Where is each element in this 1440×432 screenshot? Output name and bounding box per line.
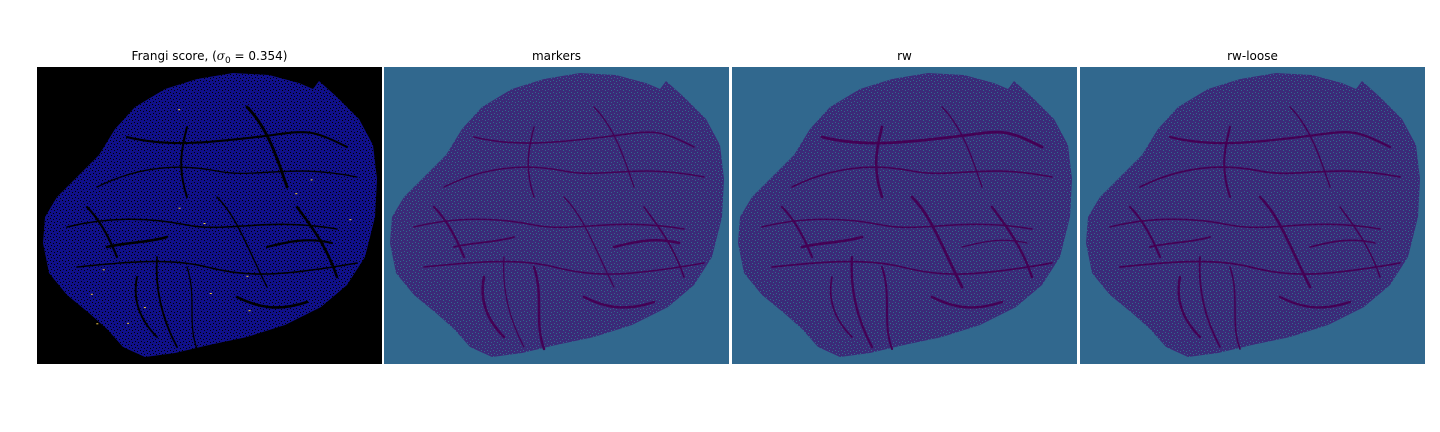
frangi-highlight [178, 207, 181, 209]
vessel-network [66, 105, 358, 350]
vessel-line [532, 265, 546, 351]
vessel-line [443, 166, 705, 188]
vessel-line [245, 105, 289, 189]
frangi-score-image [37, 67, 382, 364]
frangi-highlight [127, 322, 130, 324]
frangi-highlight [295, 193, 298, 195]
vessel-line [1289, 106, 1331, 188]
vessel-line [850, 255, 874, 349]
markers-image-canvas [384, 67, 729, 364]
vessel-line [563, 196, 615, 288]
vessel-line [761, 218, 1033, 230]
vessel-line [874, 125, 884, 199]
frangi-highlight [90, 293, 93, 295]
vessel-network [1109, 106, 1401, 350]
vessel-network [761, 106, 1053, 351]
vessel-line [829, 276, 853, 338]
sigma-subscript: 0 [225, 56, 231, 66]
panel-title-rw: rw [897, 49, 912, 63]
vessel-line [503, 256, 525, 348]
frangi-highlight [246, 275, 249, 277]
vessel-line [1168, 131, 1392, 149]
frangi-highlight [178, 109, 181, 111]
vessel-line [1229, 266, 1241, 350]
vessel-line [1309, 239, 1376, 248]
vessel-line [66, 218, 338, 230]
title-prefix: Frangi score, ( [131, 49, 217, 63]
vessel-line [1198, 256, 1221, 348]
sigma-symbol: σ [216, 49, 225, 63]
panel-title-frangi: Frangi score, (σ0 = 0.354) [37, 48, 382, 69]
vessel-line [941, 106, 983, 188]
vessel-line [582, 295, 656, 309]
frangi-highlight [203, 223, 206, 224]
vessel-line [643, 206, 685, 278]
tissue-region [43, 73, 377, 357]
rw-loose-image [1080, 67, 1425, 364]
vessel-line [961, 239, 1028, 248]
panel-title-markers: markers [531, 49, 582, 63]
frangi-highlight [96, 323, 99, 325]
vessel-line [1139, 166, 1401, 188]
vessel-line [1339, 206, 1381, 278]
vessel-line [880, 265, 894, 351]
vessel-line [432, 205, 466, 259]
vessel-line [612, 238, 681, 249]
vessel-line [180, 126, 188, 198]
vessel-line [473, 131, 695, 148]
vessel-line [1109, 218, 1381, 230]
vessel-line [186, 266, 198, 350]
rw-loose-image-canvas [1080, 67, 1425, 364]
vessel-line [771, 260, 1053, 275]
frangi-highlight [102, 269, 105, 271]
tissue-region [738, 73, 1072, 357]
vessel-line [235, 295, 309, 309]
frangi-highlight [248, 310, 251, 312]
vessel-line [791, 166, 1053, 188]
vessel-line [413, 218, 685, 230]
vessel-line [780, 205, 814, 259]
vessel-line [423, 260, 705, 275]
vessel-line [1223, 125, 1232, 199]
vessel-line [295, 205, 339, 279]
vessel-line [481, 275, 506, 339]
vessel-line [1258, 195, 1312, 289]
rw-image [732, 67, 1077, 364]
markers-image [384, 67, 729, 364]
vessel-network [413, 106, 705, 351]
vessel-line [1128, 205, 1162, 259]
vessel-line [216, 196, 268, 288]
vessel-line [155, 256, 178, 348]
vessel-line [593, 106, 635, 188]
tissue-region [390, 73, 724, 357]
frangi-image-canvas [37, 67, 382, 364]
frangi-highlight [209, 293, 212, 294]
tissue-region [1086, 73, 1420, 357]
panel-title-rw-loose: rw-loose [1227, 49, 1278, 63]
vessel-line [910, 195, 964, 289]
rw-image-canvas [732, 67, 1077, 364]
vessel-line [85, 205, 119, 259]
vessel-line [1119, 260, 1401, 275]
vessel-line [125, 131, 349, 149]
title-suffix: = 0.354) [230, 49, 288, 63]
vessel-line [96, 166, 358, 188]
vessel-line [930, 295, 1004, 309]
frangi-highlight [349, 219, 352, 221]
vessel-line [76, 260, 358, 275]
vessel-line [1278, 295, 1352, 309]
vessel-line [265, 239, 334, 249]
vessel-line [527, 126, 535, 198]
frangi-highlight [143, 307, 146, 309]
vessel-line [134, 276, 158, 338]
vessel-line [820, 130, 1044, 149]
vessel-line [990, 205, 1034, 279]
frangi-highlight [310, 179, 313, 181]
vessel-line [1177, 275, 1202, 339]
